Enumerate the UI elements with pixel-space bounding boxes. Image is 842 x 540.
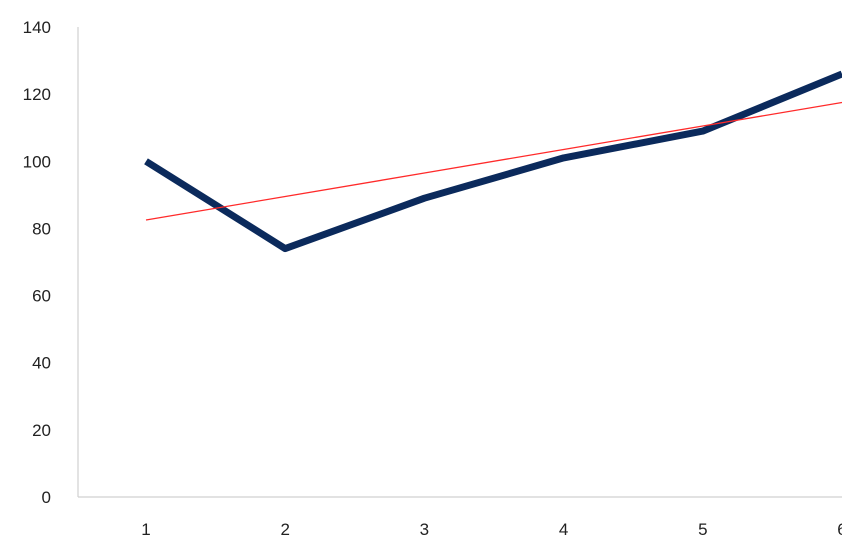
- x-tick-labels: 1 2 3 4 5 6: [141, 520, 842, 539]
- x-tick-label: 2: [280, 520, 289, 539]
- x-tick-label: 6: [837, 520, 842, 539]
- y-tick-label: 60: [32, 287, 51, 306]
- trendline: [145, 101, 842, 221]
- y-tick-label: 140: [23, 18, 51, 37]
- series-layer: [144, 70, 842, 253]
- axes-group: [77, 27, 842, 498]
- y-tick-label: 20: [32, 421, 51, 440]
- y-tick-label: 80: [32, 219, 51, 238]
- y-tick-labels: 0 20 40 60 80 100 120 140: [23, 18, 51, 507]
- x-tick-label: 5: [698, 520, 707, 539]
- x-tick-label: 3: [420, 520, 429, 539]
- x-tick-label: 1: [141, 520, 150, 539]
- y-tick-label: 40: [32, 354, 51, 373]
- y-tick-label: 100: [23, 152, 51, 171]
- y-tick-label: 120: [23, 85, 51, 104]
- x-tick-label: 4: [559, 520, 568, 539]
- y-tick-label: 0: [42, 488, 51, 507]
